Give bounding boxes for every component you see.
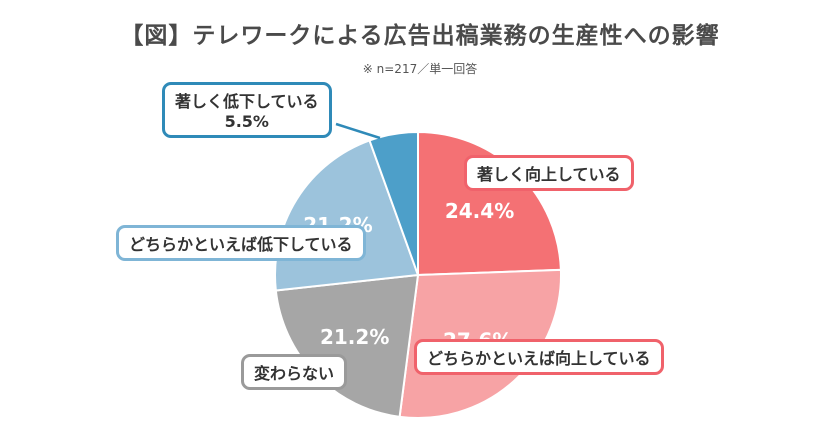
callout-label-somewhat-improved: どちらかといえば向上している [414,339,664,375]
callout-leader-line [335,122,381,140]
callout-label-significantly-improved: 著しく向上している [464,155,634,191]
callout-label-no-change: 変わらない [241,354,348,390]
pie-slice-significantly-declined [368,130,419,276]
callout-label-somewhat-declined: どちらかといえば低下している [116,225,366,261]
chart-title: 【図】テレワークによる広告出稿業務の生産性への影響 [120,23,720,49]
callout-label-significantly-declined: 著しく低下している 5.5% [162,82,332,138]
chart-note: ※ n=217／単一回答 [362,62,478,76]
slice-percent-label-no-change: 21.2% [320,325,389,349]
callout-value: 5.5% [224,112,269,131]
slice-percent-label-significantly-improved: 24.4% [445,199,514,223]
